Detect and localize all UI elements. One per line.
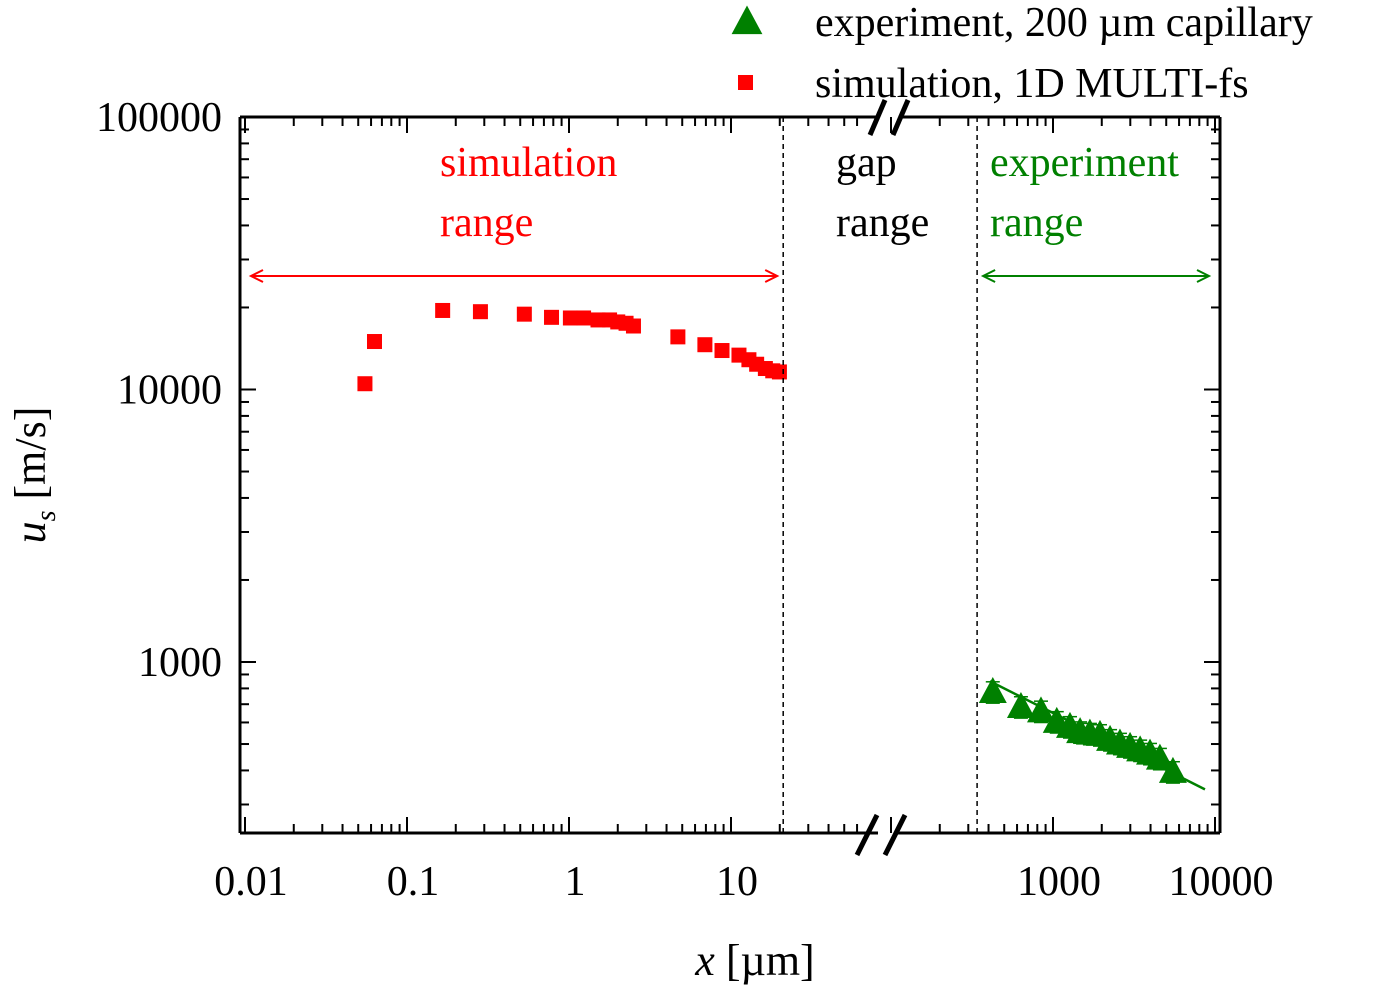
data-marks: [357, 302, 1206, 791]
x-tick-label: 0.01: [214, 859, 288, 905]
annotation-text: range: [836, 200, 929, 246]
y-axis-var: u: [6, 521, 55, 543]
axis-break-mark: [890, 99, 911, 136]
annotations: simulation range gap range experiment range: [248, 117, 1212, 833]
simulation-point: [670, 329, 686, 345]
arrow-head-left: [980, 269, 996, 283]
experiment-point: [1158, 756, 1187, 783]
simulation-point: [435, 302, 451, 318]
x-tick-label: 0.1: [387, 859, 440, 905]
y-axis-label: us [m/s]: [6, 407, 62, 544]
experiment-point: [1145, 743, 1174, 770]
x-tick-label: 10: [716, 859, 758, 905]
x-axis-var: x: [694, 936, 715, 985]
x-tick-label: 10000: [1169, 859, 1274, 905]
annotation-text: range: [440, 200, 533, 246]
x-axis-label: x [µm]: [694, 936, 814, 985]
x-tick-label: 1000: [1017, 859, 1101, 905]
arrow-head-right: [1196, 269, 1212, 283]
simulation-point: [714, 343, 730, 359]
y-tick-label: 1000: [138, 640, 222, 686]
x-axis-unit: [µm]: [715, 936, 815, 985]
simulation-point: [366, 334, 382, 350]
axis-break-mark: [854, 813, 880, 857]
experiment-point: [978, 677, 1007, 704]
legend-label-experiment: experiment, 200 µm capillary: [815, 0, 1313, 46]
axis-break-mark: [882, 813, 908, 857]
simulation-point: [357, 376, 373, 392]
plot-frame: [238, 99, 1222, 857]
simulation-point: [590, 312, 606, 328]
simulation-point: [544, 309, 560, 325]
simulation-point: [697, 337, 713, 353]
simulation-point: [771, 364, 787, 380]
y-tick-label: 10000: [117, 368, 222, 414]
simulation-point: [625, 318, 641, 334]
experiment-point: [1006, 691, 1035, 718]
x-tick-label: 1: [565, 859, 586, 905]
legend: experiment, 200 µm capillary simulation, …: [731, 0, 1313, 107]
arrow-head-right: [764, 269, 780, 283]
y-tick-label: 100000: [96, 95, 222, 141]
y-axis-sub: s: [31, 510, 62, 521]
simulation-point: [472, 304, 488, 320]
simulation-point: [576, 310, 592, 326]
y-axis-unit: [m/s]: [6, 407, 55, 511]
tick-labels: 0.01 0.1 1 10 1000 10000 100000 10000 1000: [96, 95, 1274, 905]
simulation-point: [562, 310, 578, 326]
simulation-point: [516, 306, 532, 322]
annotation-text: gap: [836, 140, 897, 186]
legend-square-icon: [738, 75, 753, 90]
axis-break-mark: [867, 99, 888, 136]
annotation-text: range: [990, 200, 1083, 246]
arrow-head-left: [248, 269, 264, 283]
legend-triangle-icon: [731, 5, 763, 35]
experiment-point: [1026, 696, 1055, 723]
axis-ticks: [240, 117, 1220, 833]
legend-label-simulation: simulation, 1D MULTI-fs: [815, 61, 1249, 107]
annotation-text: simulation: [440, 140, 617, 186]
annotation-text: experiment: [990, 140, 1179, 186]
